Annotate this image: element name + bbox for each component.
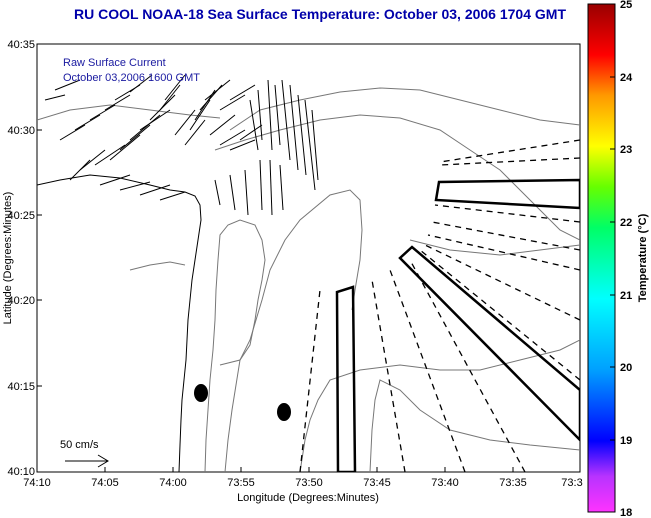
- x-axis-label: Longitude (Degrees:Minutes): [237, 492, 379, 504]
- colorbar-tick: 25: [620, 0, 632, 11]
- scale-label: 50 cm/s: [60, 439, 99, 451]
- colorbar-tick: 24: [620, 72, 633, 84]
- x-tick-label: 73:35: [499, 477, 527, 489]
- y-tick-label: 40:35: [7, 39, 35, 51]
- scale-arrow-head: [97, 454, 109, 468]
- colorbar-gradient: [587, 3, 616, 513]
- y-axis-label: Latitude (Degrees:Minutes): [2, 192, 14, 325]
- radar-beams: [299, 139, 580, 472]
- bathymetry-contours: [37, 87, 580, 472]
- legend-line-1: Raw Surface Current: [63, 57, 166, 69]
- x-axis: 74:10 74:05 74:00 73:55 73:50 73:45 73:4…: [23, 467, 583, 504]
- coastline: [37, 174, 202, 472]
- current-vectors: [44, 74, 319, 216]
- y-tick-label: 40:25: [7, 210, 35, 222]
- x-tick-label: 73:55: [227, 477, 255, 489]
- x-tick-label: 74:00: [159, 477, 187, 489]
- colorbar-tick: 23: [620, 144, 632, 156]
- y-tick-label: 40:20: [7, 295, 35, 307]
- colorbar-label: Temperature (°C): [637, 213, 649, 302]
- x-tick-label: 73:45: [363, 477, 391, 489]
- colorbar-tick: 22: [620, 217, 632, 229]
- colorbar-tick: 20: [620, 362, 632, 374]
- colorbar-tick: 21: [620, 290, 632, 302]
- map-title: RU COOL NOAA-18 Sea Surface Temperature:…: [74, 6, 566, 22]
- colorbar: 25 24 23 22 21 20 19 18 Temperature (°C): [587, 0, 649, 518]
- plot-frame: [36, 43, 581, 473]
- y-tick-label: 40:10: [7, 466, 35, 478]
- legend-line-2: October 03,2006 1600 GMT: [63, 72, 200, 84]
- transect-polygons: [335, 178, 580, 472]
- station-marker: [194, 384, 208, 402]
- y-tick-label: 40:15: [7, 381, 35, 393]
- colorbar-tick: 19: [620, 435, 632, 447]
- station-marker: [277, 403, 291, 421]
- y-tick-label: 40:30: [7, 125, 35, 137]
- colorbar-tick: 18: [620, 507, 632, 518]
- y-axis: 40:35 40:30 40:25 40:20 40:15 40:10 Lati…: [2, 39, 42, 478]
- x-tick-label: 74:05: [91, 477, 119, 489]
- x-tick-label: 73:40: [431, 477, 459, 489]
- x-tick-label: 73:3: [561, 477, 582, 489]
- x-tick-label: 73:50: [295, 477, 323, 489]
- x-tick-label: 74:10: [23, 477, 51, 489]
